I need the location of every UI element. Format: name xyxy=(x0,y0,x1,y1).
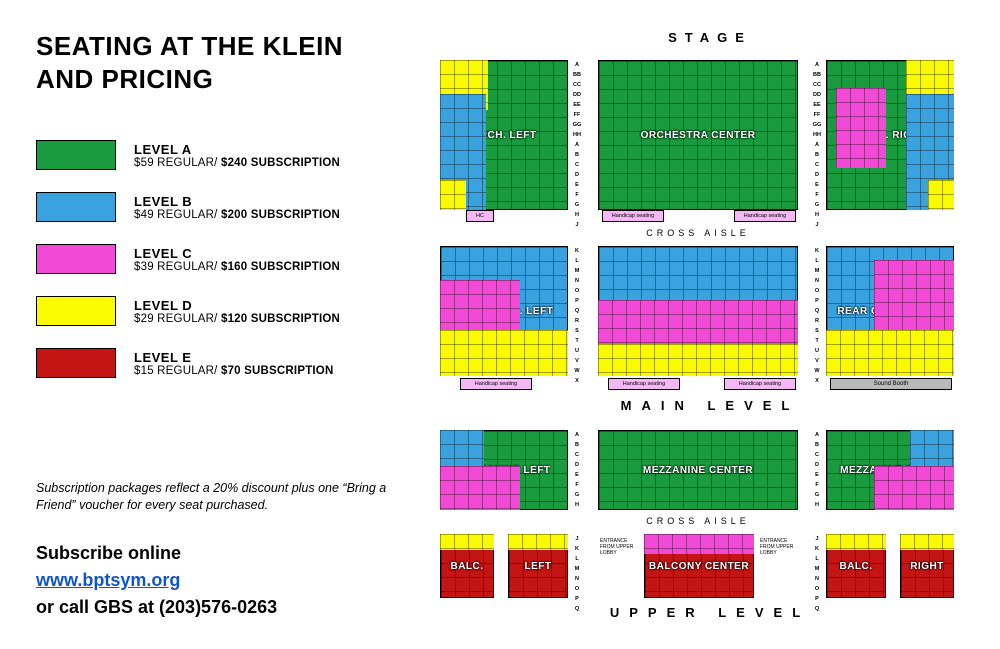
subscribe-link[interactable]: www.bptsym.org xyxy=(36,570,180,590)
subscribe-label: Subscribe online xyxy=(36,543,181,563)
hcap-text-3: Handicap seating xyxy=(475,381,518,387)
rear-hcap-1: Handicap seating xyxy=(460,378,532,390)
rear-center-d-overlay xyxy=(598,344,798,376)
legend-price: $49 REGULAR/ $200 SUBSCRIPTION xyxy=(134,209,340,221)
row-labels-rear-right: KLMNOPQRSTUVWX xyxy=(812,246,822,386)
row-labels-orch-left: ABBCCDDEEFFGGHHABCDEFGHJ xyxy=(572,60,582,230)
page-title: SEATING AT THE KLEIN AND PRICING xyxy=(36,30,343,95)
legend-row-e: LEVEL E$15 REGULAR/ $70 SUBSCRIPTION xyxy=(36,348,416,378)
orch-left-hcap: HC xyxy=(466,210,494,222)
legend-label: LEVEL C xyxy=(134,246,340,261)
entrance-text-l: ENTRANCE FROM UPPER LOBBY xyxy=(600,538,633,556)
cross-aisle-2: CROSS AISLE xyxy=(598,516,798,526)
orch-center-block: ORCHESTRA CENTER xyxy=(598,60,798,210)
balc-center-label: BALCONY CENTER xyxy=(649,561,749,572)
orch-right-c-overlay xyxy=(836,88,886,168)
balc-left1-label: BALC. xyxy=(450,561,483,572)
legend-row-d: LEVEL D$29 REGULAR/ $120 SUBSCRIPTION xyxy=(36,296,416,326)
legend-label: LEVEL E xyxy=(134,350,333,365)
balc-left2-label: LEFT xyxy=(525,561,552,572)
legend-swatch-a xyxy=(36,140,116,170)
row-labels-mezz-right: ABCDEFGH xyxy=(812,430,822,510)
rear-left-d-overlay xyxy=(440,330,568,376)
entrance-left: ENTRANCE FROM UPPER LOBBY xyxy=(600,538,640,556)
legend-price: $29 REGULAR/ $120 SUBSCRIPTION xyxy=(134,313,340,325)
subscription-footnote: Subscription packages reflect a 20% disc… xyxy=(36,480,416,514)
legend-price: $59 REGULAR/ $240 SUBSCRIPTION xyxy=(134,157,340,169)
cross-aisle-1: CROSS AISLE xyxy=(598,228,798,238)
rear-right-d-overlay xyxy=(826,330,954,376)
legend-swatch-e xyxy=(36,348,116,378)
orch-center-hcap-l: Handicap seating xyxy=(602,210,664,222)
balc-center-c xyxy=(644,534,754,554)
stage-label: STAGE xyxy=(430,30,990,45)
mezz-center-label: MEZZANINE CENTER xyxy=(643,465,753,476)
rear-hcap-3: Handicap seating xyxy=(724,378,796,390)
seating-map: STAGE ORCH. LEFT HC ORCHESTRA CENTER Han… xyxy=(430,30,990,630)
balc-right2-d xyxy=(900,534,954,550)
sound-booth: Sound Booth xyxy=(830,378,952,390)
main-level-label: MAIN LEVEL xyxy=(430,398,990,413)
legend-row-c: LEVEL C$39 REGULAR/ $160 SUBSCRIPTION xyxy=(36,244,416,274)
orch-center-hcap-r: Handicap seating xyxy=(734,210,796,222)
hcap-text-1: Handicap seating xyxy=(612,213,655,219)
rear-right-c-overlay xyxy=(874,260,954,330)
balc-left1-d xyxy=(440,534,494,550)
legend-swatch-c xyxy=(36,244,116,274)
orch-left-d2-overlay xyxy=(440,180,466,210)
mezz-right-b-overlay xyxy=(910,430,954,466)
row-labels-balc-right: JKLMNOPQ xyxy=(812,534,822,614)
legend-swatch-d xyxy=(36,296,116,326)
balc-right2-label: RIGHT xyxy=(910,561,944,572)
legend-price: $39 REGULAR/ $160 SUBSCRIPTION xyxy=(134,261,340,273)
legend-row-a: LEVEL A$59 REGULAR/ $240 SUBSCRIPTION xyxy=(36,140,416,170)
row-labels-rear-left: KLMNOPQRSTUVWX xyxy=(572,246,582,386)
hcap-text-2: Handicap seating xyxy=(744,213,787,219)
soundbooth-text: Sound Booth xyxy=(874,381,909,387)
legend-label: LEVEL A xyxy=(134,142,340,157)
upper-level-label: UPPER LEVEL xyxy=(430,605,990,620)
legend-swatch-b xyxy=(36,192,116,222)
orch-center-label: ORCHESTRA CENTER xyxy=(641,130,756,141)
balc-left2-d xyxy=(508,534,568,550)
balc-right1-label: BALC. xyxy=(839,561,872,572)
subscribe-block: Subscribe online www.bptsym.org or call … xyxy=(36,540,277,621)
title-line-2: AND PRICING xyxy=(36,64,213,94)
pricing-legend: LEVEL A$59 REGULAR/ $240 SUBSCRIPTIONLEV… xyxy=(36,140,416,400)
row-labels-balc-left: JKLMNOPQ xyxy=(572,534,582,614)
legend-row-b: LEVEL B$49 REGULAR/ $200 SUBSCRIPTION xyxy=(36,192,416,222)
mezz-left-b-overlay xyxy=(440,430,484,466)
call-text: or call GBS at (203)576-0263 xyxy=(36,597,277,617)
mezz-left-c-overlay xyxy=(440,466,520,510)
hcap-text-5: Handicap seating xyxy=(739,381,782,387)
entrance-right: ENTRANCE FROM UPPER LOBBY xyxy=(760,538,800,556)
rear-hcap-2: Handicap seating xyxy=(608,378,680,390)
legend-label: LEVEL D xyxy=(134,298,340,313)
legend-price: $15 REGULAR/ $70 SUBSCRIPTION xyxy=(134,365,333,377)
row-labels-mezz-left: ABCDEFGH xyxy=(572,430,582,510)
balc-right1-d xyxy=(826,534,886,550)
mezz-right-c-overlay xyxy=(874,466,954,510)
entrance-text-r: ENTRANCE FROM UPPER LOBBY xyxy=(760,538,793,556)
legend-label: LEVEL B xyxy=(134,194,340,209)
rear-center-c-overlay xyxy=(598,300,798,344)
mezz-center-block: MEZZANINE CENTER xyxy=(598,430,798,510)
hcap-text-4: Handicap seating xyxy=(623,381,666,387)
orch-right-d2-overlay xyxy=(928,180,954,210)
row-labels-orch-right: ABBCCDDEEFFGGHHABCDEFGHJ xyxy=(812,60,822,230)
title-line-1: SEATING AT THE KLEIN xyxy=(36,31,343,61)
